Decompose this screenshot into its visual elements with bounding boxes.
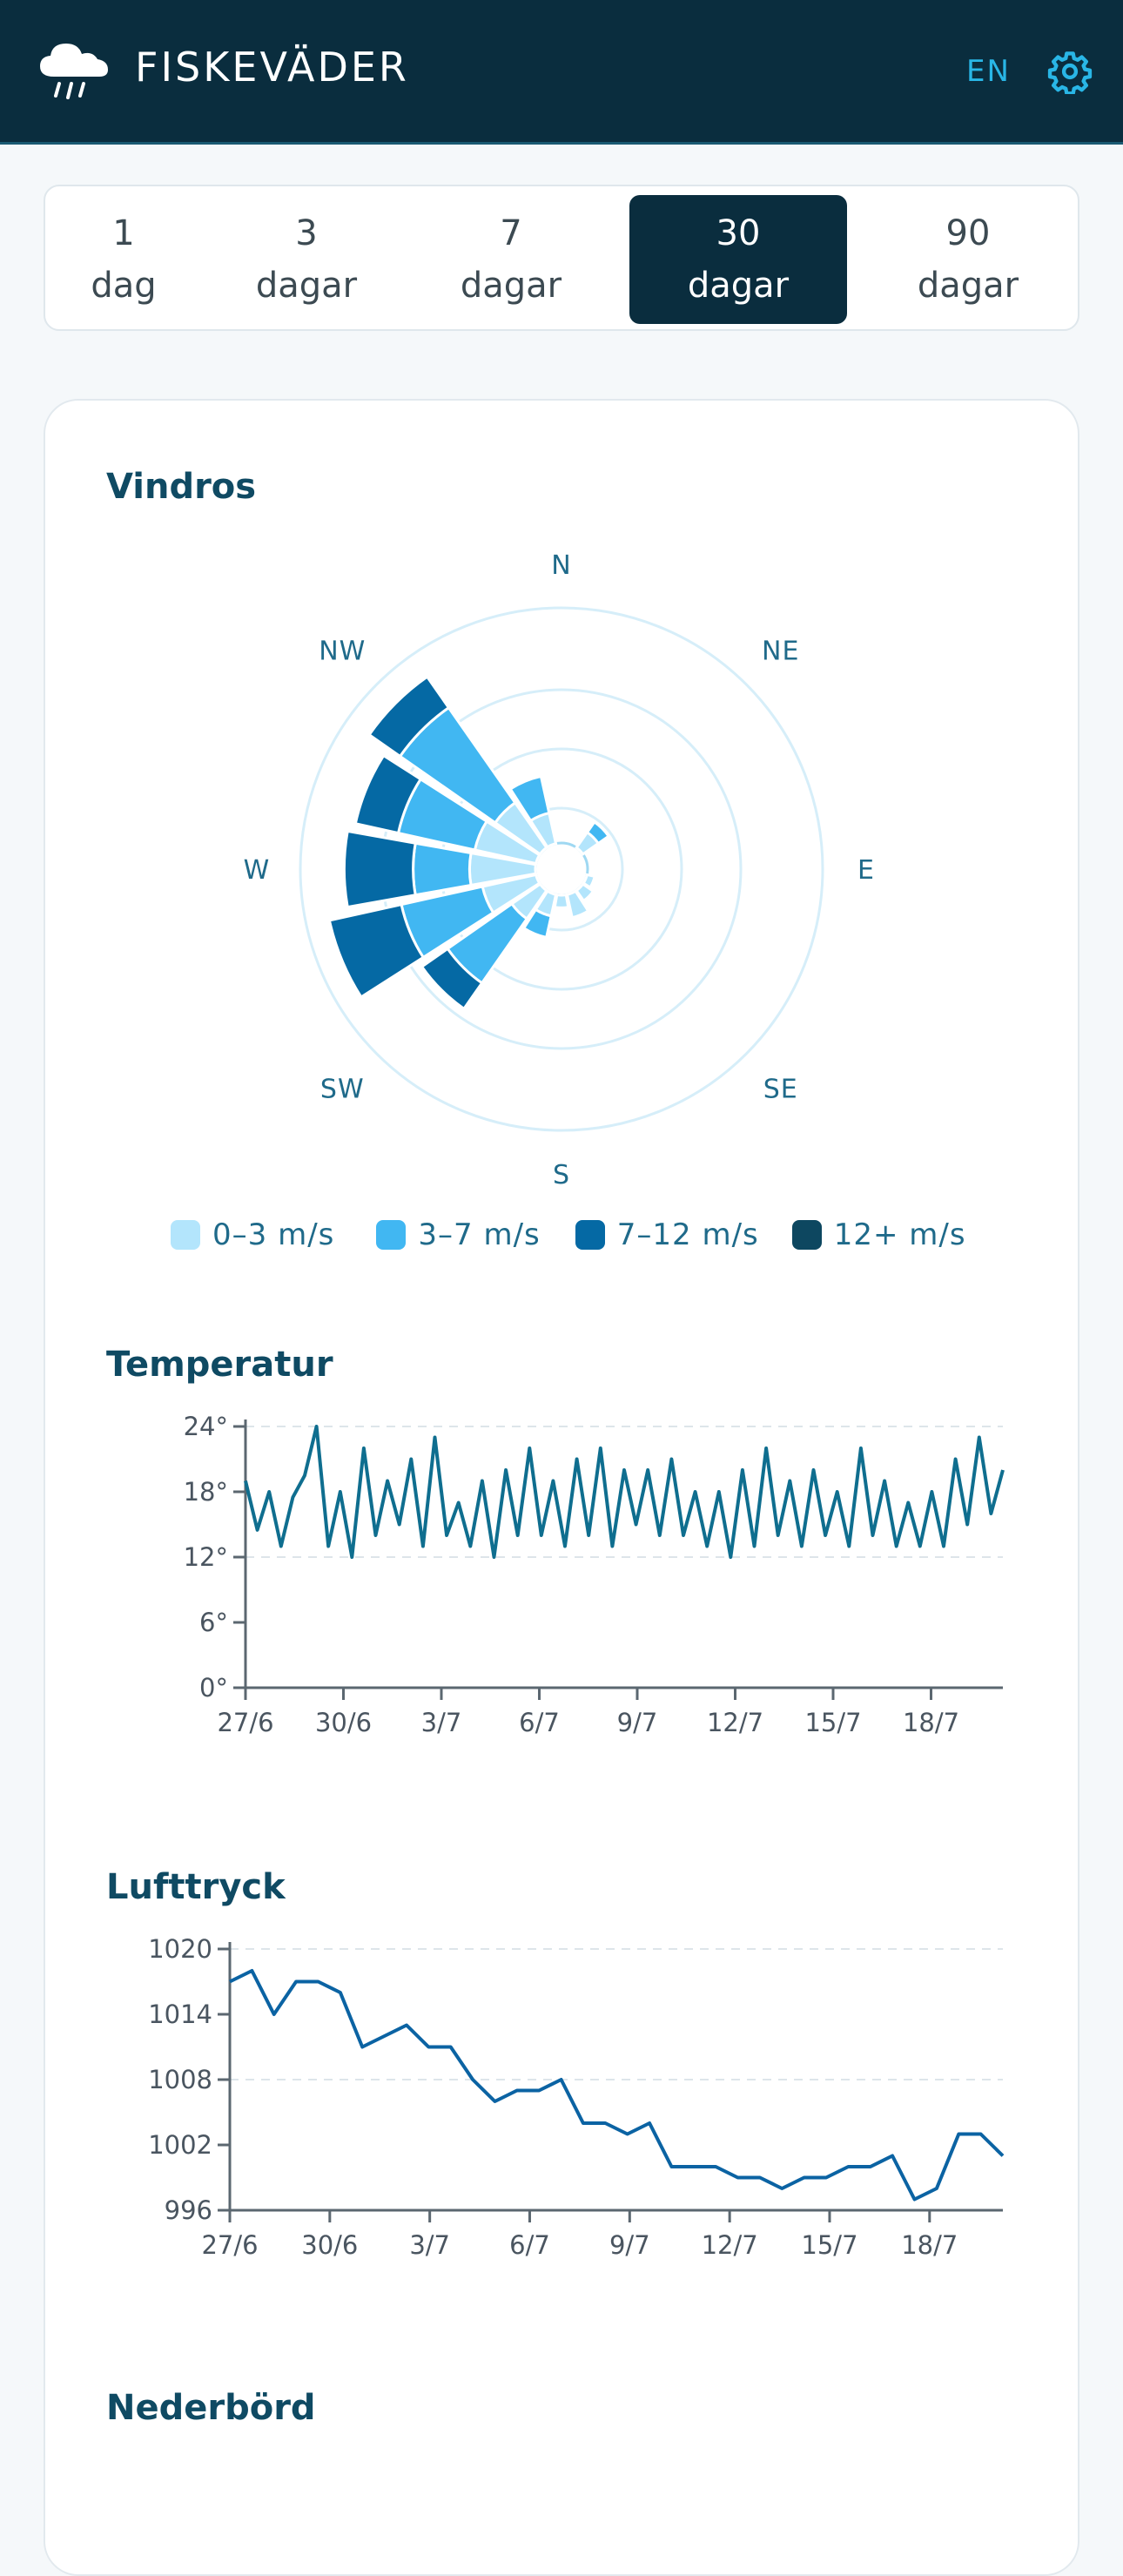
- wind-rose-label-NW: NW: [319, 636, 366, 666]
- wind-rose-bar-NNW-1: [508, 774, 551, 823]
- wind-rose-bar-NE-1: [585, 819, 611, 846]
- wind-rose-bar-SSW-1: [521, 907, 553, 940]
- temperature-title: Temperatur: [106, 1345, 333, 1385]
- wind-rose-label-SW: SW: [320, 1075, 365, 1105]
- pressure-chart: 996 1002 1008 1014 1020 27/6 30/6 3/7 6/7 9/7 12/7…: [148, 1934, 1005, 2260]
- wind-rose-bar-WNW-2: [353, 753, 423, 835]
- pressure-xtick-label-7: 18/7: [901, 2230, 958, 2260]
- legend-label-3-7: 3–7 m/s: [418, 1217, 541, 1252]
- temperature-ytick-label-2: 12°: [184, 1542, 228, 1572]
- legend-label-7-12: 7–12 m/s: [616, 1217, 759, 1252]
- pressure-xtick-label-2: 3/7: [409, 2230, 450, 2260]
- wind-rose-bar-SE-0: [575, 882, 595, 903]
- wind-rose-chart: N NE E SE S SW W NW: [244, 550, 875, 1190]
- temperature-ytick-label-1: 6°: [199, 1608, 228, 1637]
- gear-icon[interactable]: [1047, 49, 1093, 94]
- temperature-line: [244, 1425, 1005, 1559]
- weather-card: [44, 399, 1079, 2576]
- temperature-xtick-label-6: 15/7: [804, 1708, 861, 1737]
- legend-label-12plus: 12+ m/s: [833, 1217, 966, 1252]
- range-option-3-dagar[interactable]: 3 dagar: [255, 213, 358, 306]
- wind-rose-legend: 0–3 m/s 3–7 m/s 7–12 m/s 12+ m/s: [171, 1217, 966, 1252]
- wind-rose-label-E: E: [857, 855, 875, 886]
- temperature-xtick-label-4: 9/7: [617, 1708, 658, 1737]
- cloud-rain-icon: [40, 44, 108, 99]
- temperature-xtick-label-7: 18/7: [903, 1708, 959, 1737]
- range-option-90-dagar[interactable]: 90 dagar: [917, 213, 1019, 306]
- pressure-xtick-label-4: 9/7: [609, 2230, 650, 2260]
- wind-rose-grid-ring-4: [299, 606, 824, 1132]
- temperature-chart: 0° 6° 12° 18° 24° 27/6 30/6 3/7 6/7 9/7 12/7 15/7 18…: [184, 1412, 1005, 1737]
- wind-rose-bar-WSW-2: [327, 902, 426, 999]
- temperature-xtick-label-2: 3/7: [421, 1708, 462, 1737]
- range-option-30-dagar[interactable]: 30 dagar: [629, 195, 847, 324]
- pressure-xtick-label-3: 6/7: [509, 2230, 550, 2260]
- range-option-1-dag[interactable]: 1 dag: [91, 213, 157, 306]
- precipitation-title: Nederbörd: [106, 2388, 316, 2428]
- pressure-xtick-label-1: 30/6: [301, 2230, 358, 2260]
- pressure-line: [229, 1969, 1005, 2202]
- wind-rose-bar-W-1: [412, 841, 473, 897]
- temperature-xtick-label-3: 6/7: [519, 1708, 560, 1737]
- wind-rose-title: Vindros: [106, 467, 257, 507]
- wind-rose-bar-SW-2: [420, 947, 484, 1011]
- pressure-ytick-label-1: 1002: [148, 2130, 212, 2160]
- temperature-ytick-label-4: 24°: [184, 1412, 228, 1441]
- temperature-xtick-label-1: 30/6: [315, 1708, 372, 1737]
- legend-label-0-3: 0–3 m/s: [212, 1217, 335, 1252]
- pressure-ytick-label-3: 1014: [148, 1999, 212, 2029]
- wind-rose-label-N: N: [551, 550, 571, 581]
- temperature-ytick-label-0: 0°: [199, 1673, 228, 1703]
- wind-rose-label-NE: NE: [762, 636, 799, 666]
- app-title: FISKEVÄDER: [135, 44, 409, 91]
- temperature-ytick-label-3: 18°: [184, 1477, 228, 1507]
- pressure-title: Lufttryck: [106, 1867, 286, 1907]
- wind-rose-bar-W-2: [342, 829, 417, 909]
- pressure-ytick-label-4: 1020: [148, 1934, 212, 1964]
- wind-rose-bar-S-0: [553, 893, 570, 909]
- range-option-7-dagar[interactable]: 7 dagar: [460, 213, 562, 306]
- wind-rose-label-SE: SE: [763, 1075, 798, 1105]
- legend-swatch-7-12: [575, 1220, 605, 1250]
- app-header: FISKEVÄDER EN: [0, 0, 1123, 145]
- wind-rose-label-W: W: [244, 855, 271, 886]
- temperature-xtick-label-0: 27/6: [217, 1708, 273, 1737]
- legend-swatch-12plus: [791, 1220, 822, 1250]
- wind-rose-bar-ESE-0: [582, 873, 596, 890]
- pressure-xtick-label-0: 27/6: [201, 2230, 258, 2260]
- temperature-xtick-label-5: 12/7: [707, 1708, 763, 1737]
- legend-swatch-3-7: [376, 1220, 407, 1250]
- pressure-xtick-label-6: 15/7: [801, 2230, 857, 2260]
- language-toggle[interactable]: EN: [966, 54, 1011, 89]
- wind-rose-label-S: S: [553, 1160, 570, 1190]
- range-selector: 1 dag 3 dagar 7 dagar 30 dagar 90 dagar: [44, 185, 1079, 331]
- pressure-xtick-label-5: 12/7: [702, 2230, 758, 2260]
- wind-rose-bar-SSE-0: [565, 889, 590, 920]
- pressure-ytick-label-2: 1008: [148, 2065, 212, 2094]
- pressure-ytick-label-0: 996: [165, 2195, 212, 2225]
- legend-swatch-0-3: [171, 1220, 200, 1250]
- wind-rose-bar-NW-2: [367, 675, 451, 759]
